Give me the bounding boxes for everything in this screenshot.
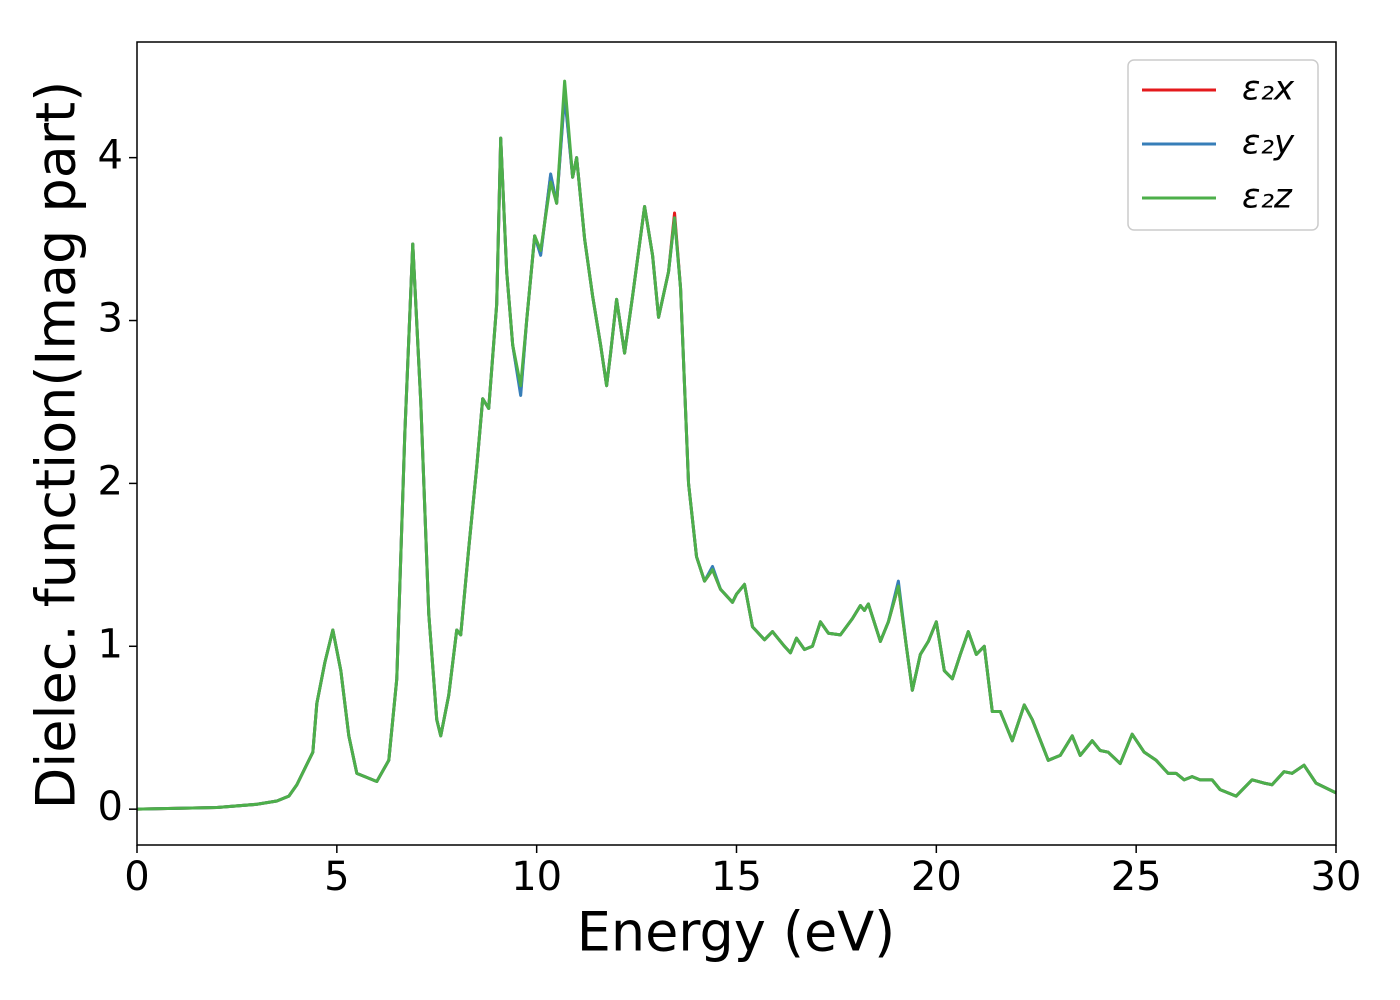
x-tick-label: 15 (711, 854, 762, 900)
y-axis-label: Dielec. function(Imag part) (25, 81, 88, 810)
y-tick-label: 3 (98, 296, 123, 342)
y-tick-label: 0 (98, 784, 123, 830)
series-line (136, 79, 1337, 811)
x-axis-label: Energy (eV) (577, 901, 896, 964)
x-tick-label: 25 (1111, 854, 1162, 900)
x-tick-label: 20 (911, 854, 962, 900)
plot-frame (136, 41, 1337, 846)
x-tick-label: 5 (324, 854, 349, 900)
y-tick-label: 4 (98, 133, 123, 179)
legend-label: ε₂y (1242, 123, 1295, 163)
x-tick-label: 30 (1311, 854, 1362, 900)
legend-label: ε₂z (1242, 177, 1293, 217)
x-tick-label: 0 (124, 854, 149, 900)
x-tick-label: 10 (511, 854, 562, 900)
legend-box (1127, 59, 1319, 231)
y-tick-label: 2 (98, 458, 123, 504)
legend-label: ε₂x (1242, 69, 1295, 109)
y-tick-label: 1 (98, 621, 123, 667)
